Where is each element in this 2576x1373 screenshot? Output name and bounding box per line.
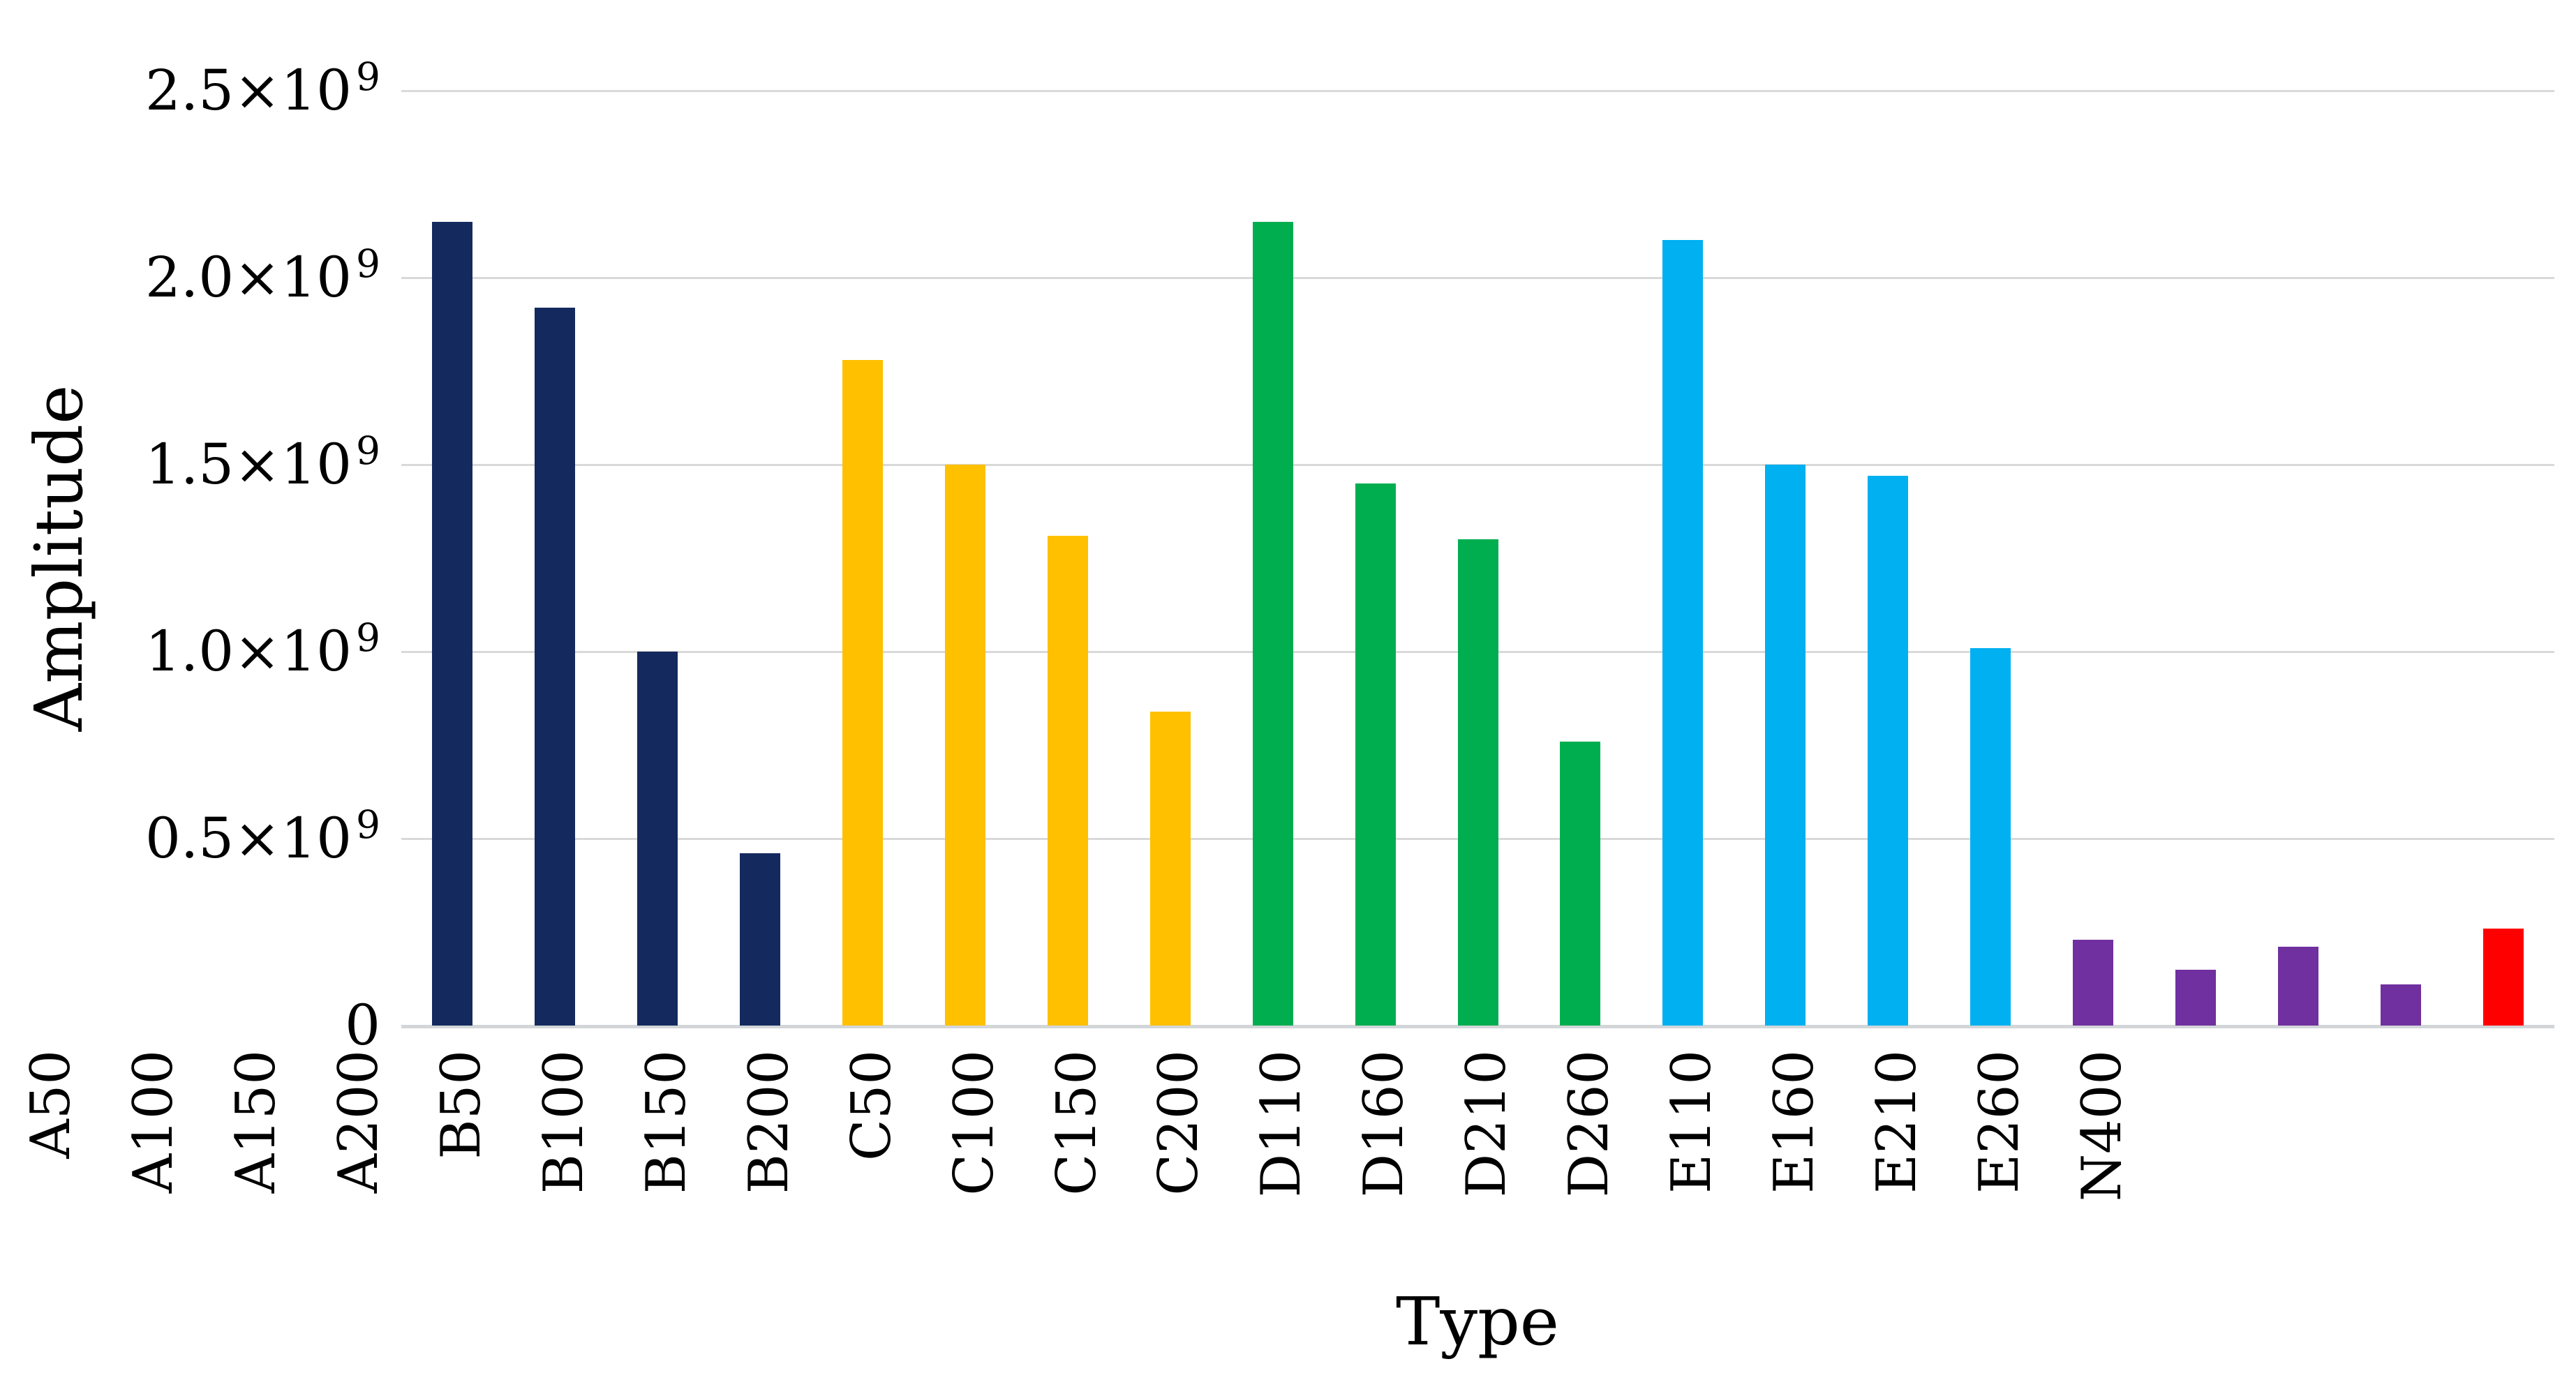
x-tick-label-C100: C100 xyxy=(942,1050,1006,1196)
x-axis-title: Type xyxy=(1395,1284,1560,1360)
x-tick-cell: E160 xyxy=(1743,1050,1845,1308)
y-tick-label: 1.5×10 9 xyxy=(144,428,380,497)
gridline xyxy=(401,90,2554,92)
bar-column-B150 xyxy=(1016,91,1119,1026)
x-tick-label-B150: B150 xyxy=(634,1050,698,1194)
bar-column-B200 xyxy=(1119,91,1221,1026)
bar-column-C150 xyxy=(1427,91,1529,1026)
x-tick-cell: D160 xyxy=(1333,1050,1436,1308)
x-tick-label-E110: E110 xyxy=(1660,1050,1723,1194)
bar-D260 xyxy=(1970,648,2011,1026)
x-tick-cell: E260 xyxy=(1948,1050,2050,1308)
bar-column-A100 xyxy=(504,91,606,1026)
x-axis-baseline xyxy=(401,1025,2554,1028)
x-tick-cell: C150 xyxy=(1025,1050,1128,1308)
x-tick-label-D160: D160 xyxy=(1353,1050,1416,1198)
bar-column-D110 xyxy=(1632,91,1734,1026)
x-tick-cell: B200 xyxy=(717,1050,820,1308)
gridline xyxy=(401,464,2554,466)
y-tick-label: 0 xyxy=(345,993,380,1058)
bar-column-E210 xyxy=(2247,91,2349,1026)
x-tick-cell: A50 xyxy=(0,1050,103,1308)
x-tick-label-D110: D110 xyxy=(1250,1050,1313,1198)
x-tick-cell: D210 xyxy=(1436,1050,1538,1308)
bar-column-A50 xyxy=(401,91,504,1026)
x-tick-label-N400: N400 xyxy=(2070,1050,2134,1202)
bar-A100 xyxy=(535,308,576,1026)
bar-column-N400 xyxy=(2452,91,2554,1026)
bar-B200 xyxy=(1149,712,1191,1026)
x-tick-label-B50: B50 xyxy=(430,1050,493,1160)
bar-C50 xyxy=(1252,222,1293,1026)
bar-column-D160 xyxy=(1734,91,1837,1026)
x-axis-tick-labels: A50 A100 A150 A200 B50 B100 B150 B200 C50 C100 C15… xyxy=(0,1050,2153,1308)
x-tick-label-B100: B100 xyxy=(532,1050,595,1194)
bar-column-B100 xyxy=(914,91,1017,1026)
x-tick-label-C200: C200 xyxy=(1147,1050,1211,1196)
x-tick-cell: B100 xyxy=(513,1050,616,1308)
x-tick-label-D260: D260 xyxy=(1558,1050,1621,1198)
x-tick-label-A50: A50 xyxy=(20,1050,83,1159)
bar-A150 xyxy=(637,652,678,1026)
bar-E160 xyxy=(2175,970,2216,1026)
bar-column-C100 xyxy=(1324,91,1427,1026)
bar-D160 xyxy=(1765,465,1806,1026)
x-tick-cell: C200 xyxy=(1128,1050,1230,1308)
x-tick-label-E210: E210 xyxy=(1865,1050,1928,1194)
bar-B100 xyxy=(944,465,985,1026)
x-tick-cell: N400 xyxy=(2050,1050,2153,1308)
y-tick-label: 2.5×10 9 xyxy=(144,54,380,123)
bar-C200 xyxy=(1560,742,1601,1026)
bar-N400 xyxy=(2482,929,2524,1026)
x-tick-cell: B150 xyxy=(615,1050,717,1308)
x-tick-cell: D110 xyxy=(1230,1050,1333,1308)
bar-column-D260 xyxy=(1940,91,2042,1026)
x-tick-label-A200: A200 xyxy=(327,1050,391,1194)
x-tick-label-E160: E160 xyxy=(1762,1050,1826,1194)
bar-C100 xyxy=(1355,483,1396,1026)
x-tick-cell: E210 xyxy=(1845,1050,1948,1308)
bar-column-E260 xyxy=(2349,91,2452,1026)
bar-D110 xyxy=(1662,240,1704,1026)
x-tick-cell: E110 xyxy=(1641,1050,1743,1308)
bar-E210 xyxy=(2277,947,2318,1026)
x-tick-cell: C100 xyxy=(923,1050,1025,1308)
x-tick-label-C150: C150 xyxy=(1045,1050,1108,1196)
bar-D210 xyxy=(1868,476,1909,1026)
bar-column-A200 xyxy=(709,91,812,1026)
bar-A50 xyxy=(432,222,473,1026)
x-tick-label-B200: B200 xyxy=(737,1050,801,1194)
bar-B50 xyxy=(842,360,884,1026)
x-tick-cell: A200 xyxy=(308,1050,410,1308)
bar-column-A150 xyxy=(606,91,709,1026)
x-tick-cell: A150 xyxy=(205,1050,308,1308)
x-tick-cell: B50 xyxy=(410,1050,513,1308)
bar-E110 xyxy=(2072,940,2113,1026)
x-tick-label-D210: D210 xyxy=(1455,1050,1519,1198)
bar-B150 xyxy=(1047,536,1088,1026)
x-tick-cell: A100 xyxy=(103,1050,205,1308)
bar-column-E160 xyxy=(2144,91,2247,1026)
bar-column-D210 xyxy=(1837,91,1940,1026)
bar-column-E110 xyxy=(2042,91,2145,1026)
bars-layer xyxy=(401,91,2554,1026)
bar-column-C50 xyxy=(1221,91,1324,1026)
y-tick-label: 0.5×10 9 xyxy=(144,802,380,871)
y-tick-label: 2.0×10 9 xyxy=(144,241,380,310)
x-tick-label-C50: C50 xyxy=(840,1050,903,1161)
bar-column-C200 xyxy=(1529,91,1632,1026)
y-tick-label: 1.0×10 9 xyxy=(144,615,380,684)
gridline xyxy=(401,277,2554,279)
x-tick-cell: D260 xyxy=(1538,1050,1641,1308)
bar-column-B50 xyxy=(812,91,914,1026)
bar-C150 xyxy=(1457,539,1498,1026)
bar-E260 xyxy=(2380,984,2421,1026)
x-tick-label-A100: A100 xyxy=(122,1050,186,1194)
x-tick-label-E260: E260 xyxy=(1967,1050,2031,1194)
plot-area xyxy=(401,90,2554,1028)
bar-A200 xyxy=(740,853,781,1026)
x-tick-label-A150: A150 xyxy=(225,1050,288,1194)
x-tick-cell: C50 xyxy=(820,1050,923,1308)
